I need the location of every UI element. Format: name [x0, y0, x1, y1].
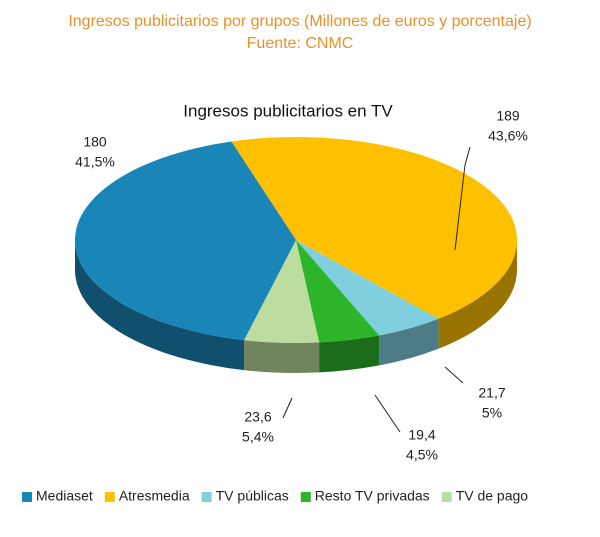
value-label: 21,7 [478, 385, 505, 401]
leader-line [282, 397, 293, 419]
percent-label: 5% [482, 405, 502, 421]
slice [296, 240, 439, 336]
legend-label: Atresmedia [119, 488, 190, 504]
pie-title: Ingresos publicitarios en TV [183, 101, 393, 120]
slice [244, 240, 320, 343]
legend-swatch [441, 492, 452, 502]
value-label: 19,4 [408, 427, 435, 443]
chart-title: Ingresos publicitarios por grupos (Millo… [68, 13, 531, 30]
percent-label: 5,4% [242, 429, 274, 445]
legend-swatch [104, 492, 115, 502]
slice-side [75, 240, 245, 371]
chart-subtitle: Fuente: CNMC [247, 35, 354, 52]
slice-side [319, 335, 380, 373]
value-label: 23,6 [244, 409, 271, 425]
legend-label: TV de pago [456, 488, 529, 504]
slice [74, 141, 296, 341]
slice-side [244, 340, 320, 373]
slice-side [438, 240, 517, 349]
slice-side [379, 318, 439, 366]
percent-label: 43,6% [488, 128, 528, 144]
legend-swatch [300, 492, 311, 502]
slice [296, 240, 380, 343]
legend-label: Resto TV privadas [315, 488, 430, 504]
legend-swatch [22, 492, 32, 502]
legend-label: TV públicas [216, 488, 289, 504]
legend-swatch [201, 492, 212, 502]
percent-label: 4,5% [406, 447, 438, 463]
percent-label: 41,5% [75, 154, 115, 170]
value-label: 189 [496, 108, 520, 124]
leader-line [444, 366, 464, 384]
legend-label: Mediaset [36, 488, 93, 504]
slice [231, 136, 517, 319]
leader-line [454, 146, 471, 251]
value-label: 180 [83, 134, 107, 150]
leader-line [374, 394, 401, 433]
legend: Mediaset Atresmedia TV públicas Resto TV pr… [22, 488, 528, 504]
